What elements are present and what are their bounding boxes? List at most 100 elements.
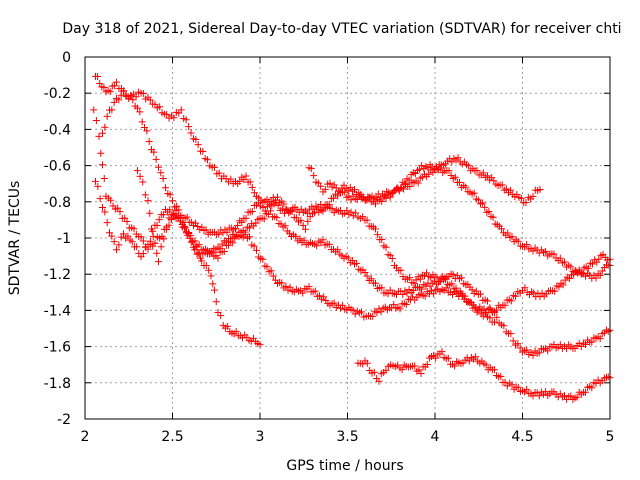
data-point	[316, 292, 323, 300]
data-point	[491, 366, 498, 374]
data-point	[529, 351, 537, 359]
data-point	[416, 165, 424, 173]
data-point	[429, 168, 437, 176]
data-point	[514, 383, 522, 391]
data-point	[517, 194, 525, 202]
data-point	[286, 283, 294, 291]
data-point	[278, 279, 286, 287]
data-point	[252, 219, 260, 227]
data-point	[442, 284, 450, 292]
data-point	[151, 100, 159, 108]
data-point	[378, 284, 386, 292]
data-point	[445, 167, 453, 175]
data-point	[363, 359, 371, 367]
data-point	[96, 195, 104, 203]
data-point	[472, 287, 480, 295]
data-point	[402, 300, 410, 308]
data-point	[110, 82, 118, 90]
data-point	[250, 242, 258, 250]
data-point	[542, 388, 550, 396]
y-tick-label: -2	[57, 412, 71, 428]
data-point	[130, 225, 138, 233]
data-point	[550, 250, 558, 258]
data-point	[588, 384, 596, 392]
y-tick-label: -0.2	[44, 86, 71, 102]
data-point	[381, 192, 389, 200]
data-point	[115, 241, 123, 249]
data-point	[473, 167, 481, 175]
data-point	[299, 289, 307, 297]
data-point	[341, 188, 349, 196]
data-point	[115, 96, 123, 104]
data-point	[299, 221, 307, 229]
data-point	[181, 224, 189, 232]
data-point	[406, 182, 414, 190]
data-point	[152, 155, 160, 163]
data-point	[192, 136, 200, 144]
data-point	[317, 182, 325, 190]
data-point	[452, 284, 460, 292]
data-point	[465, 162, 473, 170]
data-point	[344, 254, 352, 262]
x-tick-label: 2	[81, 429, 90, 445]
data-point	[575, 266, 583, 274]
data-point	[138, 118, 146, 126]
data-point	[415, 366, 423, 374]
data-point	[128, 238, 136, 246]
data-point	[313, 242, 321, 250]
data-point	[377, 308, 385, 316]
data-point	[202, 262, 210, 270]
data-point	[369, 312, 377, 320]
x-tick-label: 2.5	[161, 429, 183, 445]
data-point	[224, 322, 232, 330]
series-track-7	[354, 348, 614, 403]
data-point	[334, 246, 342, 254]
y-tick-label: -1	[57, 231, 71, 247]
y-tick-label: -1.8	[44, 376, 71, 392]
data-point	[185, 123, 193, 131]
data-point	[297, 216, 305, 224]
data-point	[217, 312, 225, 320]
data-point	[187, 232, 195, 240]
data-point	[155, 216, 163, 224]
data-point	[137, 233, 145, 241]
data-point	[139, 237, 147, 245]
data-point	[187, 238, 195, 246]
data-point	[108, 232, 116, 240]
data-point	[451, 362, 459, 370]
data-point	[555, 283, 563, 291]
data-point	[227, 175, 235, 183]
data-point	[274, 201, 282, 209]
data-point	[386, 193, 394, 201]
data-point	[246, 233, 253, 241]
data-point	[556, 254, 564, 262]
data-point	[359, 213, 367, 221]
data-point	[103, 112, 111, 120]
data-point	[388, 255, 396, 263]
data-point	[347, 196, 355, 204]
data-point	[346, 183, 354, 191]
data-point	[406, 274, 414, 282]
data-point	[108, 106, 116, 114]
data-point	[319, 236, 327, 244]
data-point	[113, 78, 120, 86]
data-point	[148, 225, 155, 233]
data-point	[113, 246, 120, 254]
data-point	[305, 283, 313, 291]
x-axis-label: GPS time / hours	[286, 458, 403, 474]
data-point	[207, 272, 215, 280]
data-point	[234, 221, 242, 229]
data-point	[343, 207, 351, 215]
data-point	[507, 330, 515, 338]
axis-ticks: 2 2.5 3 3.5 4 4.5 5 0 -0.2 -0.4 -0.6 -0.8 -1 -1.2 -1.4…	[44, 50, 615, 445]
data-point	[248, 207, 256, 215]
data-point	[144, 197, 152, 205]
data-point	[508, 381, 516, 389]
data-point	[430, 290, 438, 298]
data-point	[491, 318, 498, 326]
data-point	[530, 289, 538, 297]
data-point	[304, 217, 312, 225]
data-point	[504, 229, 512, 237]
data-point	[563, 345, 571, 353]
